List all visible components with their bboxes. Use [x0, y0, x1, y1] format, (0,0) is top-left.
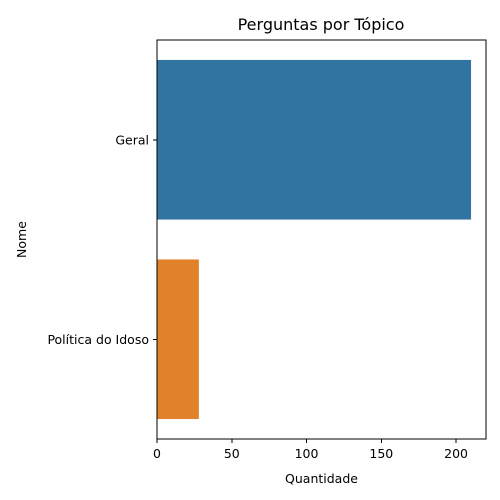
- y-tick-label: Geral: [115, 132, 149, 147]
- x-tick-label: 50: [224, 446, 240, 461]
- x-tick-label: 150: [369, 446, 393, 461]
- chart-title: Perguntas por Tópico: [238, 15, 405, 34]
- x-axis-label: Quantidade: [285, 471, 358, 486]
- x-axis-ticks: 0 50 100 150 200: [153, 439, 468, 461]
- x-tick-label: 0: [153, 446, 161, 461]
- x-tick-label: 200: [444, 446, 468, 461]
- plot-area-frame: [156, 39, 487, 440]
- bars-group: [157, 59, 472, 420]
- y-tick-label: Política do Idoso: [47, 332, 149, 347]
- y-axis-label: Nome: [14, 221, 29, 258]
- bar-0: [157, 59, 472, 220]
- bar-1: [157, 259, 199, 420]
- y-axis-ticks: Geral Política do Idoso: [47, 132, 157, 347]
- x-tick-label: 100: [295, 446, 319, 461]
